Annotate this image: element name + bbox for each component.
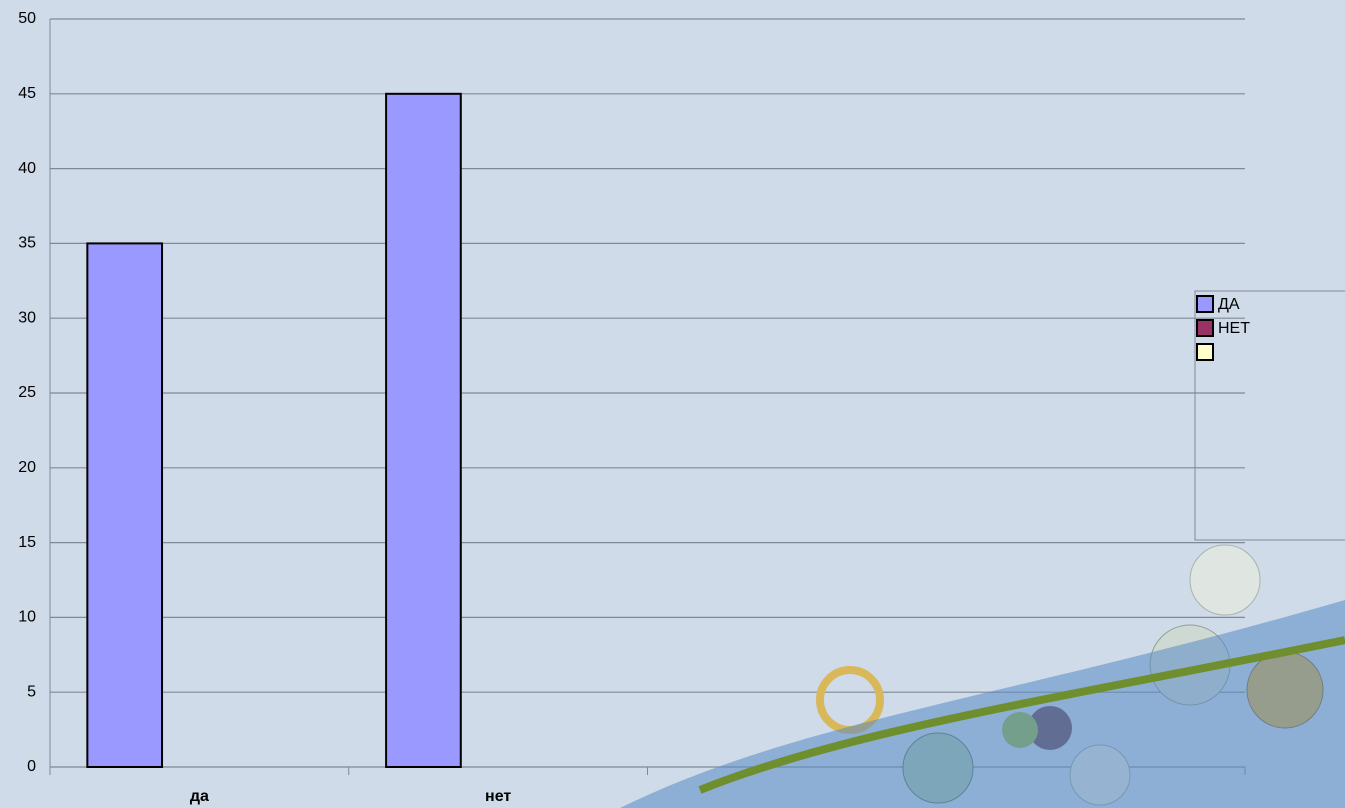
y-tick-label: 45 bbox=[18, 85, 36, 102]
decoration bbox=[620, 544, 1345, 808]
y-tick-label: 50 bbox=[18, 10, 36, 27]
bar bbox=[86, 242, 164, 768]
y-tick-label: 10 bbox=[18, 609, 36, 626]
x-tick-label: да bbox=[190, 788, 209, 805]
y-tick-label: 0 bbox=[27, 758, 36, 775]
bar bbox=[385, 92, 462, 769]
legend-swatch bbox=[1196, 319, 1214, 337]
y-tick-label: 20 bbox=[18, 459, 36, 476]
legend-swatch bbox=[1196, 295, 1214, 313]
y-tick-label: 25 bbox=[18, 384, 36, 401]
y-tick-label: 15 bbox=[18, 534, 36, 551]
legend-label: ДА bbox=[1218, 296, 1240, 313]
y-tick-label: 30 bbox=[18, 309, 36, 326]
y-tick-label: 40 bbox=[18, 160, 36, 177]
legend-label: НЕТ bbox=[1218, 320, 1250, 337]
legend-swatch bbox=[1196, 343, 1214, 361]
x-tick-label: нет bbox=[485, 788, 511, 805]
legend-box bbox=[1194, 290, 1345, 541]
y-tick-label: 5 bbox=[27, 683, 36, 700]
y-tick-label: 35 bbox=[18, 235, 36, 252]
